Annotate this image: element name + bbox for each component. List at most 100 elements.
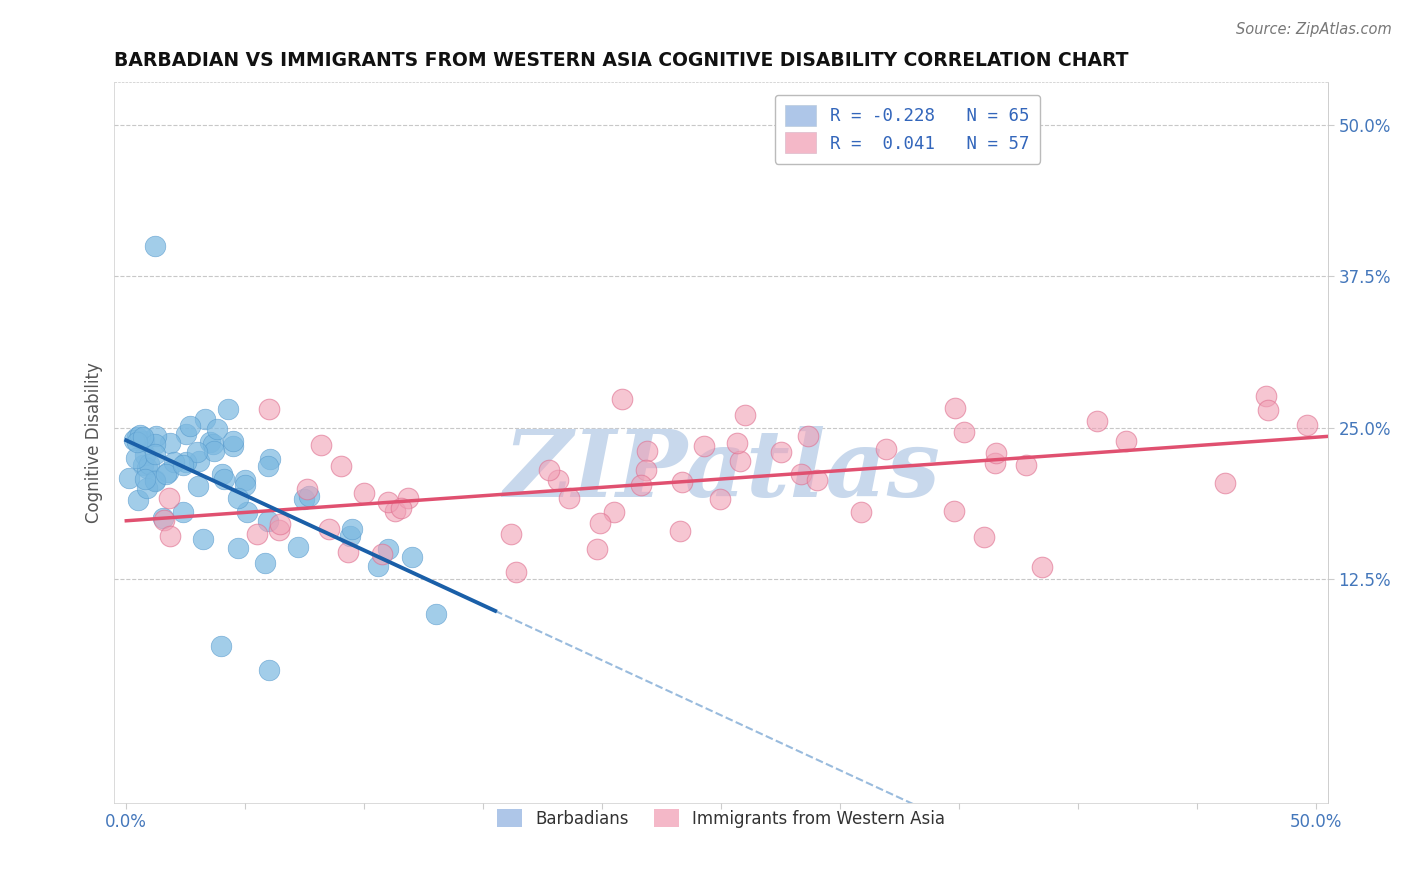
Point: [377, 542, 399, 557]
Point: [118, 471, 141, 485]
Point: [973, 530, 995, 544]
Point: [211, 639, 233, 653]
Point: [292, 492, 315, 507]
Point: [586, 542, 609, 557]
Legend: Barbadians, Immigrants from Western Asia: Barbadians, Immigrants from Western Asia: [491, 803, 952, 834]
Point: [984, 456, 1007, 470]
Point: [267, 524, 290, 538]
Point: [198, 435, 221, 450]
Point: [257, 514, 280, 528]
Point: [205, 422, 228, 436]
Point: [318, 522, 340, 536]
Point: [984, 446, 1007, 460]
Point: [153, 514, 176, 528]
Point: [396, 491, 419, 505]
Point: [425, 607, 447, 621]
Point: [297, 482, 319, 496]
Point: [202, 444, 225, 458]
Point: [256, 458, 278, 473]
Point: [636, 444, 658, 458]
Point: [187, 454, 209, 468]
Point: [630, 478, 652, 492]
Point: [538, 462, 561, 476]
Point: [254, 556, 277, 570]
Point: [389, 501, 412, 516]
Point: [163, 455, 186, 469]
Point: [193, 533, 215, 547]
Point: [589, 516, 612, 530]
Point: [734, 409, 756, 423]
Point: [558, 491, 581, 505]
Point: [384, 504, 406, 518]
Point: [505, 565, 527, 579]
Point: [269, 517, 291, 532]
Point: [725, 435, 748, 450]
Point: [132, 434, 155, 448]
Point: [942, 504, 965, 518]
Point: [634, 463, 657, 477]
Point: [143, 437, 166, 451]
Point: [127, 493, 149, 508]
Point: [134, 448, 156, 462]
Point: [353, 486, 375, 500]
Point: [201, 437, 224, 451]
Point: [257, 402, 280, 417]
Point: [671, 475, 693, 490]
Point: [125, 450, 148, 465]
Point: [159, 435, 181, 450]
Point: [217, 402, 239, 417]
Point: [222, 434, 245, 449]
Point: [145, 429, 167, 443]
Point: [226, 541, 249, 556]
Point: [330, 458, 353, 473]
Point: [211, 467, 233, 481]
Point: [371, 547, 394, 561]
Point: [155, 467, 177, 481]
Point: [143, 239, 166, 253]
Point: [377, 495, 399, 509]
Point: [214, 472, 236, 486]
Text: ZIPatlas: ZIPatlas: [503, 426, 939, 516]
Point: [1115, 434, 1137, 449]
Point: [669, 524, 692, 538]
Point: [1031, 559, 1053, 574]
Point: [233, 478, 256, 492]
Point: [179, 418, 201, 433]
Point: [157, 491, 180, 505]
Point: [125, 435, 148, 450]
Point: [222, 439, 245, 453]
Point: [287, 541, 309, 555]
Point: [156, 465, 179, 479]
Point: [298, 489, 321, 503]
Point: [122, 433, 145, 447]
Point: [226, 491, 249, 506]
Point: [135, 460, 157, 475]
Point: [1085, 414, 1108, 428]
Point: [246, 527, 269, 541]
Point: [173, 458, 195, 472]
Point: [603, 505, 626, 519]
Point: [769, 445, 792, 459]
Point: [143, 475, 166, 489]
Point: [1257, 403, 1279, 417]
Point: [138, 457, 160, 471]
Point: [797, 429, 820, 443]
Point: [135, 481, 157, 495]
Point: [259, 452, 281, 467]
Point: [187, 479, 209, 493]
Point: [1015, 458, 1038, 472]
Point: [152, 511, 174, 525]
Point: [692, 438, 714, 452]
Point: [1295, 417, 1317, 432]
Point: [309, 437, 332, 451]
Point: [339, 529, 361, 543]
Point: [875, 442, 897, 457]
Text: Source: ZipAtlas.com: Source: ZipAtlas.com: [1236, 22, 1392, 37]
Text: BARBADIAN VS IMMIGRANTS FROM WESTERN ASIA COGNITIVE DISABILITY CORRELATION CHART: BARBADIAN VS IMMIGRANTS FROM WESTERN ASI…: [114, 51, 1129, 70]
Point: [849, 505, 872, 519]
Point: [709, 492, 731, 507]
Point: [131, 458, 153, 472]
Point: [728, 453, 751, 467]
Point: [367, 559, 389, 574]
Point: [233, 473, 256, 487]
